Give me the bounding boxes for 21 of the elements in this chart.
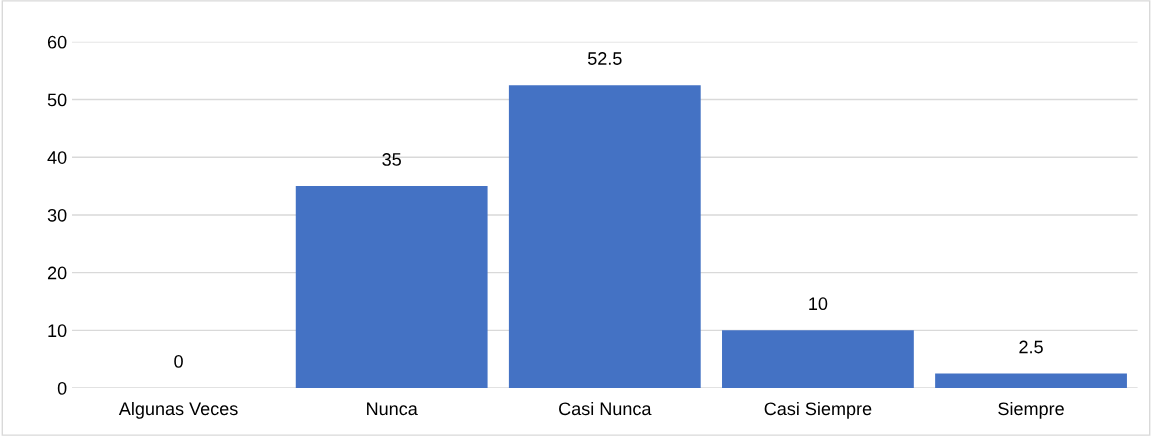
data-label: 35 [382,153,401,166]
x-tick-label: Nunca [367,402,418,416]
x-tick-label: Algunas Veces [118,401,238,419]
data-label: 52.5 [587,52,622,65]
bar [508,85,701,389]
x-tick-label: Casi Siempre [764,401,872,419]
bar [295,186,488,389]
bar [935,373,1127,389]
y-tick-label: 30 [47,208,67,222]
y-tick-label: 20 [47,266,67,280]
y-tick-label: 50 [47,93,67,107]
y-tick-label: 0 [57,381,67,395]
x-tick-label: Siempre [998,401,1064,419]
data-label: 10 [809,297,828,311]
x-tick-label: Casi Nunca [559,401,652,416]
y-tick-label: 60 [47,35,67,49]
y-tick-label: 40 [47,151,67,164]
data-label: 2.5 [1019,340,1043,354]
data-label: 0 [174,355,183,368]
y-tick-label: 10 [48,324,67,338]
bar [722,330,914,389]
